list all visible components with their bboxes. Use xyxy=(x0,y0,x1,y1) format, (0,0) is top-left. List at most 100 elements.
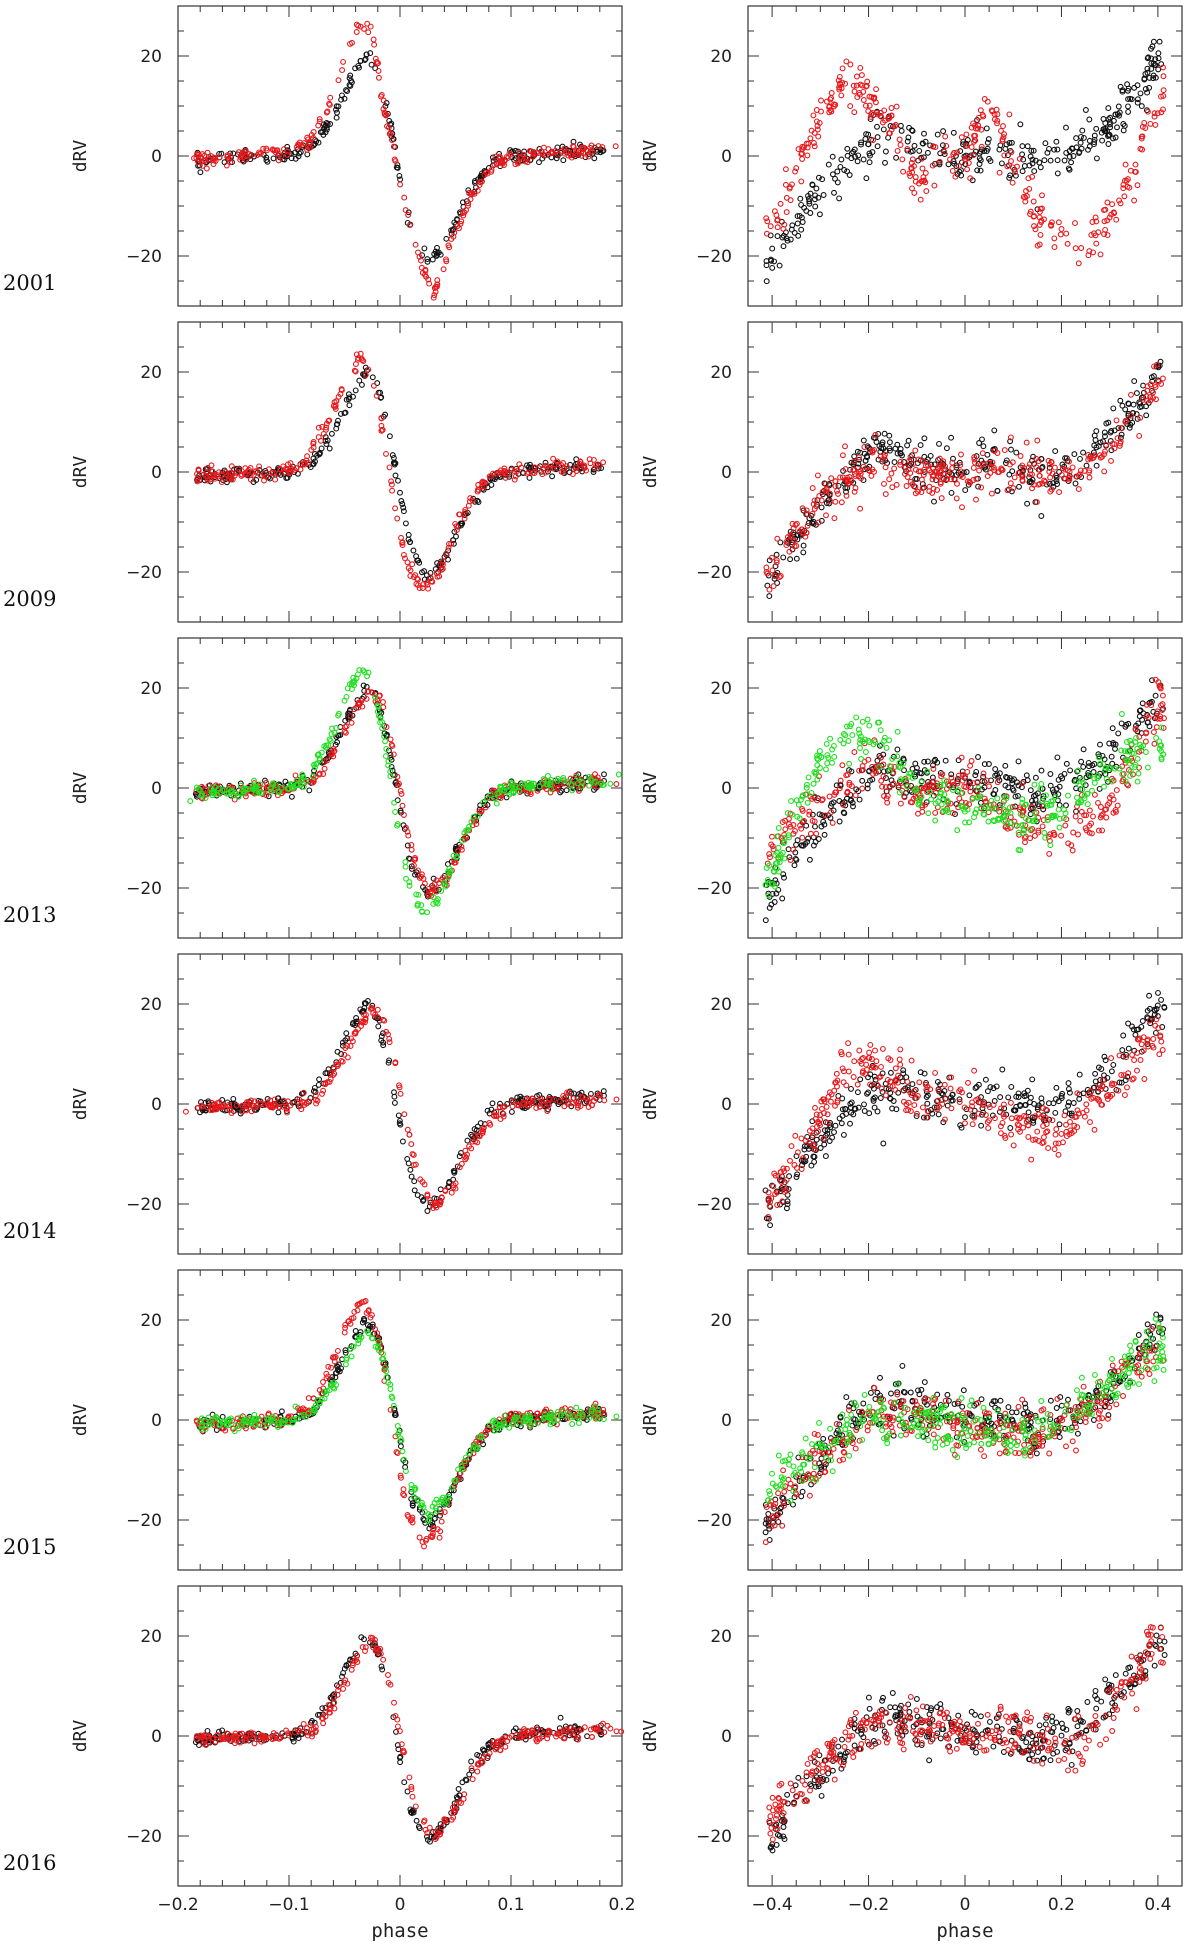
data-point-black xyxy=(844,145,851,152)
data-point-red xyxy=(499,160,506,167)
data-point-red xyxy=(1039,823,1046,830)
data-point-red xyxy=(1101,207,1107,214)
data-point-black xyxy=(893,154,900,161)
data-point-red xyxy=(1113,216,1120,223)
data-point-red xyxy=(1017,453,1024,459)
data-point-red xyxy=(1032,226,1039,233)
data-point-red xyxy=(904,145,911,152)
data-point-red xyxy=(858,475,864,482)
data-point-red xyxy=(235,149,242,156)
data-point-black xyxy=(339,92,345,99)
data-point-red xyxy=(764,570,771,577)
data-point-black xyxy=(813,185,820,192)
y-axis-label: dRV xyxy=(640,140,661,173)
data-point-red xyxy=(851,109,858,116)
data-point-green xyxy=(932,817,939,824)
data-point-red xyxy=(242,156,249,163)
data-point-black xyxy=(886,447,893,454)
data-point-red xyxy=(465,200,472,207)
data-point-black xyxy=(805,192,811,199)
data-point-red xyxy=(814,126,821,133)
data-point-red xyxy=(523,156,530,163)
data-point-red xyxy=(550,455,557,462)
data-point-red xyxy=(1090,249,1097,256)
data-point-black xyxy=(821,831,828,838)
data-point-green xyxy=(1134,778,1141,785)
data-point-red xyxy=(284,152,291,158)
data-point-black xyxy=(776,262,783,269)
data-point-red xyxy=(948,476,955,483)
data-point-red xyxy=(806,811,813,818)
data-point-red xyxy=(1075,486,1082,493)
data-point-black xyxy=(1134,82,1141,89)
data-point-red xyxy=(1039,192,1045,199)
data-point-black xyxy=(360,371,366,378)
data-point-red xyxy=(332,402,339,409)
data-point-red xyxy=(871,94,878,101)
data-point-red xyxy=(308,131,315,138)
data-point-red xyxy=(195,159,202,165)
data-point-red xyxy=(888,105,895,111)
data-point-black xyxy=(774,233,781,240)
data-point-red xyxy=(596,462,603,469)
data-point-red xyxy=(474,486,481,493)
data-point-red xyxy=(906,457,913,464)
data-point-red xyxy=(466,189,473,196)
data-point-black xyxy=(826,481,833,487)
data-point-red xyxy=(528,148,535,155)
data-point-black xyxy=(600,147,607,154)
data-point-black xyxy=(1128,96,1135,103)
data-point-black xyxy=(1010,787,1017,794)
data-point-red xyxy=(1111,210,1118,217)
data-point-green xyxy=(1041,829,1048,836)
data-point-red xyxy=(451,229,458,236)
data-point-red xyxy=(1012,169,1018,176)
data-point-black xyxy=(963,469,970,475)
data-point-red xyxy=(783,209,790,216)
data-point-red xyxy=(275,157,282,164)
data-point-red xyxy=(277,466,284,472)
data-point-red xyxy=(823,512,829,519)
data-point-red xyxy=(573,148,580,155)
data-point-red xyxy=(984,473,991,480)
data-point-red xyxy=(804,144,811,151)
data-point-red xyxy=(1137,414,1144,421)
data-point-black xyxy=(1109,725,1116,732)
data-point-black xyxy=(812,823,818,830)
data-point-black xyxy=(297,149,304,156)
data-point-black xyxy=(793,555,800,562)
data-point-red xyxy=(256,463,263,470)
data-point-red xyxy=(1150,729,1157,736)
data-point-black xyxy=(1110,135,1116,142)
data-point-red xyxy=(310,444,317,451)
data-point-black xyxy=(1063,124,1069,131)
data-point-black xyxy=(343,1030,350,1037)
data-point-red xyxy=(968,144,975,151)
data-point-black xyxy=(333,114,340,121)
data-point-red xyxy=(940,458,947,465)
data-point-black xyxy=(780,232,787,239)
data-point-red xyxy=(905,466,912,473)
data-point-red xyxy=(1009,164,1016,171)
data-point-red xyxy=(1031,832,1038,839)
data-point-red xyxy=(304,134,311,141)
data-point-red xyxy=(1095,799,1101,806)
data-point-black xyxy=(1144,65,1151,72)
data-point-red xyxy=(379,426,386,433)
data-point-black xyxy=(927,142,934,149)
data-point-red xyxy=(1075,260,1082,267)
data-point-red xyxy=(882,491,889,498)
data-point-red xyxy=(593,462,600,469)
data-point-red xyxy=(1136,432,1143,439)
data-point-black xyxy=(421,245,428,252)
data-point-black xyxy=(402,520,409,527)
data-point-black xyxy=(424,1208,431,1214)
data-point-red xyxy=(904,474,911,480)
data-point-black xyxy=(976,161,983,167)
data-point-red xyxy=(869,447,876,454)
data-point-black xyxy=(306,787,313,794)
data-point-red xyxy=(436,573,443,580)
data-point-red xyxy=(856,468,863,475)
